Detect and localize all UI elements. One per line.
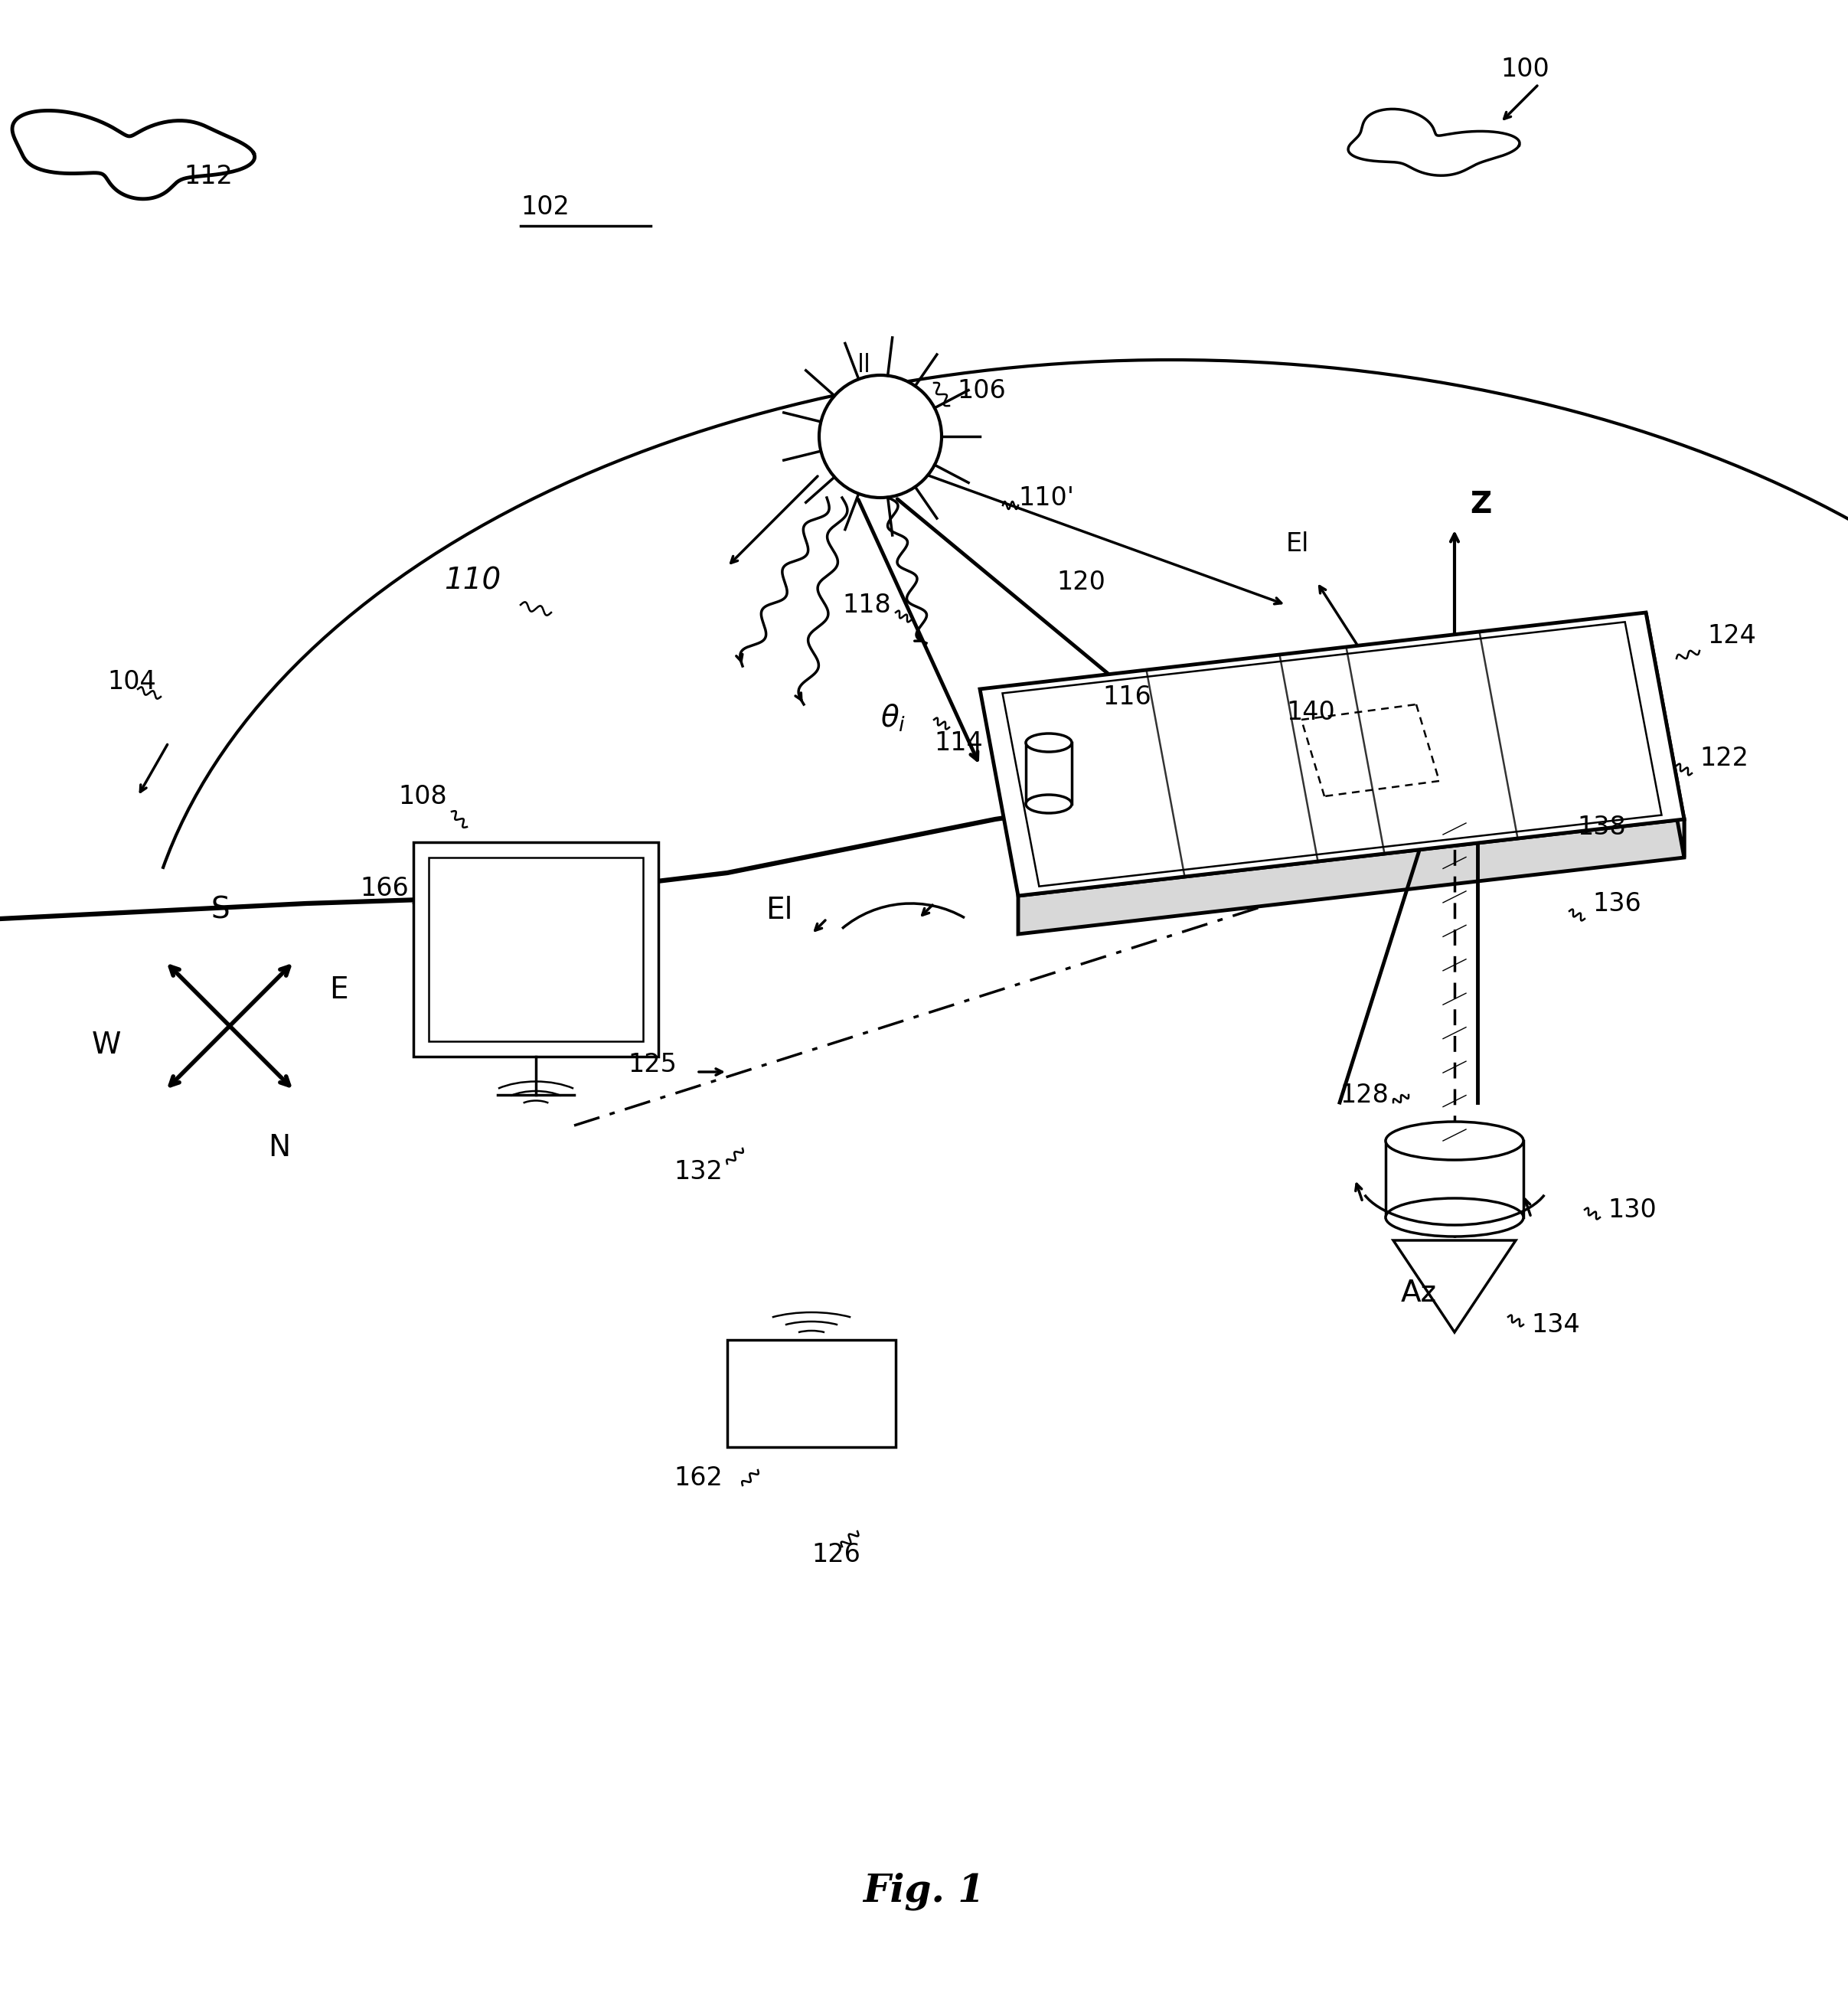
Circle shape <box>819 375 942 497</box>
Polygon shape <box>13 110 255 199</box>
Text: 106: 106 <box>957 379 1005 403</box>
Text: 118: 118 <box>843 592 891 618</box>
Bar <box>1386 1141 1523 1218</box>
Text: 130: 130 <box>1608 1198 1656 1224</box>
Text: 136: 136 <box>1593 891 1641 917</box>
Text: 128: 128 <box>1340 1083 1388 1107</box>
Text: 166: 166 <box>360 877 408 901</box>
Ellipse shape <box>1386 1121 1523 1159</box>
Text: W: W <box>92 1031 122 1059</box>
Text: 126: 126 <box>811 1543 861 1567</box>
Text: 102: 102 <box>521 195 569 221</box>
Ellipse shape <box>1386 1198 1523 1236</box>
Text: 124: 124 <box>1708 624 1756 648</box>
Bar <box>414 843 658 1057</box>
Text: Fig. 1: Fig. 1 <box>863 1872 985 1910</box>
Text: ||: || <box>857 353 870 371</box>
Polygon shape <box>1349 108 1519 175</box>
Bar <box>1026 742 1072 804</box>
Text: 138: 138 <box>1576 814 1626 841</box>
Polygon shape <box>979 612 1684 897</box>
Polygon shape <box>1018 818 1684 935</box>
Text: 140: 140 <box>1286 700 1334 724</box>
Ellipse shape <box>1026 734 1072 752</box>
Text: 112: 112 <box>183 164 233 189</box>
Text: S: S <box>211 897 229 925</box>
Text: 132: 132 <box>675 1159 723 1184</box>
Text: El: El <box>1286 532 1310 556</box>
Text: 125: 125 <box>628 1051 676 1077</box>
Text: 134: 134 <box>1532 1312 1580 1338</box>
Text: 116: 116 <box>1103 684 1151 710</box>
Text: 114: 114 <box>933 730 983 756</box>
Text: Az: Az <box>1401 1278 1438 1308</box>
Text: 162: 162 <box>675 1466 723 1490</box>
Bar <box>429 857 643 1041</box>
Text: Z: Z <box>1469 489 1491 520</box>
Ellipse shape <box>1026 794 1072 812</box>
Text: 110': 110' <box>1018 485 1074 512</box>
Text: 122: 122 <box>1700 746 1748 770</box>
Polygon shape <box>1647 612 1684 857</box>
Text: N: N <box>268 1133 290 1161</box>
Bar <box>728 1340 896 1446</box>
Text: 100: 100 <box>1501 56 1549 82</box>
Text: 110: 110 <box>444 566 501 596</box>
Text: 104: 104 <box>107 670 155 694</box>
Text: 108: 108 <box>397 784 447 808</box>
Text: $\theta_i$: $\theta_i$ <box>880 702 906 734</box>
Text: El: El <box>765 897 793 925</box>
Text: 120: 120 <box>1057 570 1105 596</box>
Text: E: E <box>329 975 347 1005</box>
Polygon shape <box>1393 1240 1515 1332</box>
